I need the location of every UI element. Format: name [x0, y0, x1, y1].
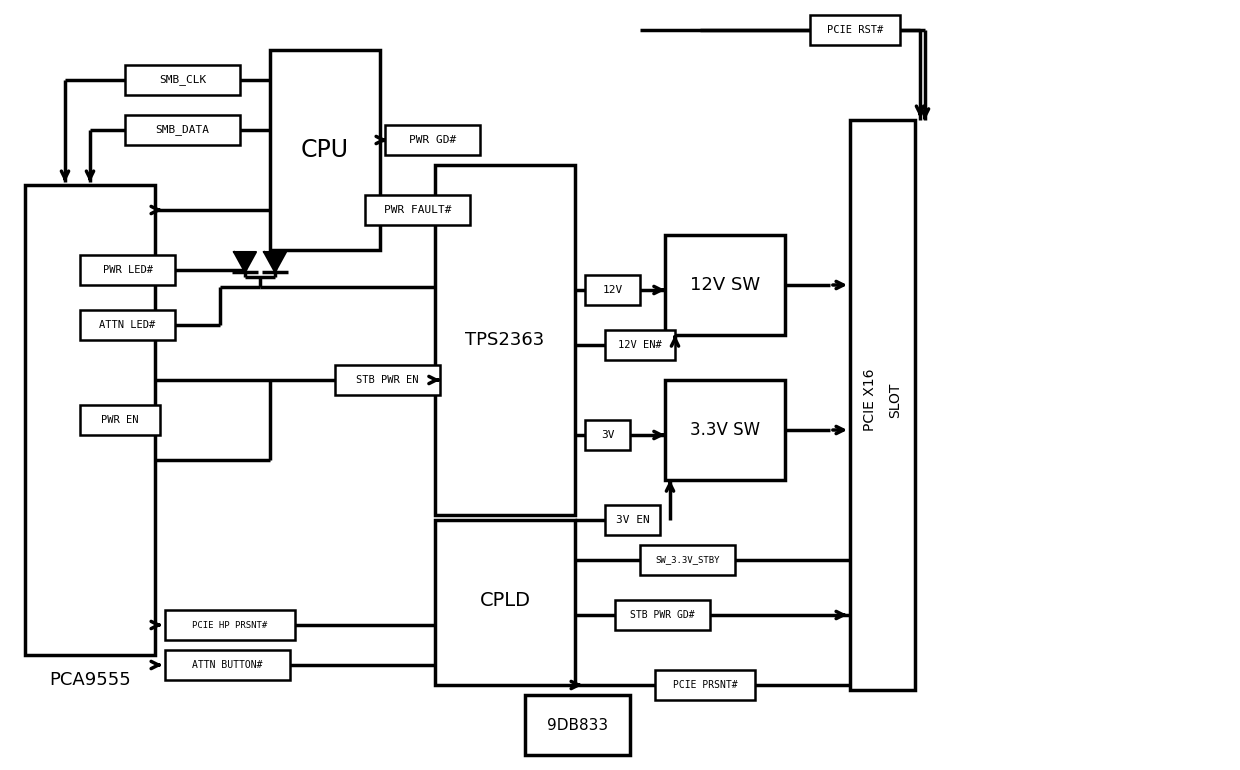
- FancyBboxPatch shape: [335, 365, 440, 395]
- Text: 12V SW: 12V SW: [689, 276, 760, 294]
- FancyBboxPatch shape: [165, 650, 290, 680]
- Text: PCIE PRSNT#: PCIE PRSNT#: [672, 680, 738, 690]
- FancyBboxPatch shape: [81, 255, 175, 285]
- FancyBboxPatch shape: [384, 125, 480, 155]
- Text: PCIE HP PRSNT#: PCIE HP PRSNT#: [192, 621, 268, 630]
- FancyBboxPatch shape: [81, 405, 160, 435]
- Text: 12V: 12V: [603, 285, 622, 295]
- FancyBboxPatch shape: [365, 195, 470, 225]
- Polygon shape: [234, 252, 255, 272]
- Text: STB PWR EN: STB PWR EN: [356, 375, 419, 385]
- Text: 9DB833: 9DB833: [547, 718, 608, 732]
- FancyBboxPatch shape: [165, 610, 295, 640]
- FancyBboxPatch shape: [585, 420, 630, 450]
- Text: ATTN BUTTON#: ATTN BUTTON#: [192, 660, 263, 670]
- FancyBboxPatch shape: [435, 520, 575, 685]
- FancyBboxPatch shape: [125, 65, 241, 95]
- FancyBboxPatch shape: [525, 695, 630, 755]
- Text: PWR GD#: PWR GD#: [409, 135, 456, 145]
- Text: SMB_DATA: SMB_DATA: [155, 125, 210, 136]
- FancyBboxPatch shape: [665, 235, 785, 335]
- FancyBboxPatch shape: [435, 165, 575, 515]
- FancyBboxPatch shape: [605, 330, 675, 360]
- Text: PCIE RST#: PCIE RST#: [827, 25, 883, 35]
- Text: PWR FAULT#: PWR FAULT#: [383, 205, 451, 215]
- FancyBboxPatch shape: [585, 275, 640, 305]
- Text: PWR EN: PWR EN: [102, 415, 139, 425]
- Text: 3.3V SW: 3.3V SW: [689, 421, 760, 439]
- FancyBboxPatch shape: [655, 670, 755, 700]
- Text: SMB_CLK: SMB_CLK: [159, 75, 206, 85]
- FancyBboxPatch shape: [270, 50, 379, 250]
- FancyBboxPatch shape: [810, 15, 900, 45]
- Text: SW_3.3V_STBY: SW_3.3V_STBY: [655, 555, 719, 564]
- FancyBboxPatch shape: [640, 545, 735, 575]
- Text: STB PWR GD#: STB PWR GD#: [630, 610, 694, 620]
- FancyBboxPatch shape: [605, 505, 660, 535]
- FancyBboxPatch shape: [125, 115, 241, 145]
- Text: CPLD: CPLD: [480, 591, 531, 610]
- Text: 3V: 3V: [600, 430, 614, 440]
- FancyBboxPatch shape: [615, 600, 711, 630]
- Text: TPS2363: TPS2363: [465, 331, 544, 349]
- Text: PWR LED#: PWR LED#: [103, 265, 153, 275]
- Text: 12V EN#: 12V EN#: [618, 340, 662, 350]
- Text: PCA9555: PCA9555: [50, 671, 131, 689]
- Text: ATTN LED#: ATTN LED#: [99, 320, 156, 330]
- FancyBboxPatch shape: [81, 310, 175, 340]
- Polygon shape: [264, 252, 286, 272]
- Text: 3V EN: 3V EN: [615, 515, 650, 525]
- Text: CPU: CPU: [301, 138, 348, 162]
- FancyBboxPatch shape: [665, 380, 785, 480]
- FancyBboxPatch shape: [849, 120, 915, 690]
- FancyBboxPatch shape: [25, 185, 155, 655]
- Text: PCIE X16
SLOT: PCIE X16 SLOT: [863, 369, 901, 431]
